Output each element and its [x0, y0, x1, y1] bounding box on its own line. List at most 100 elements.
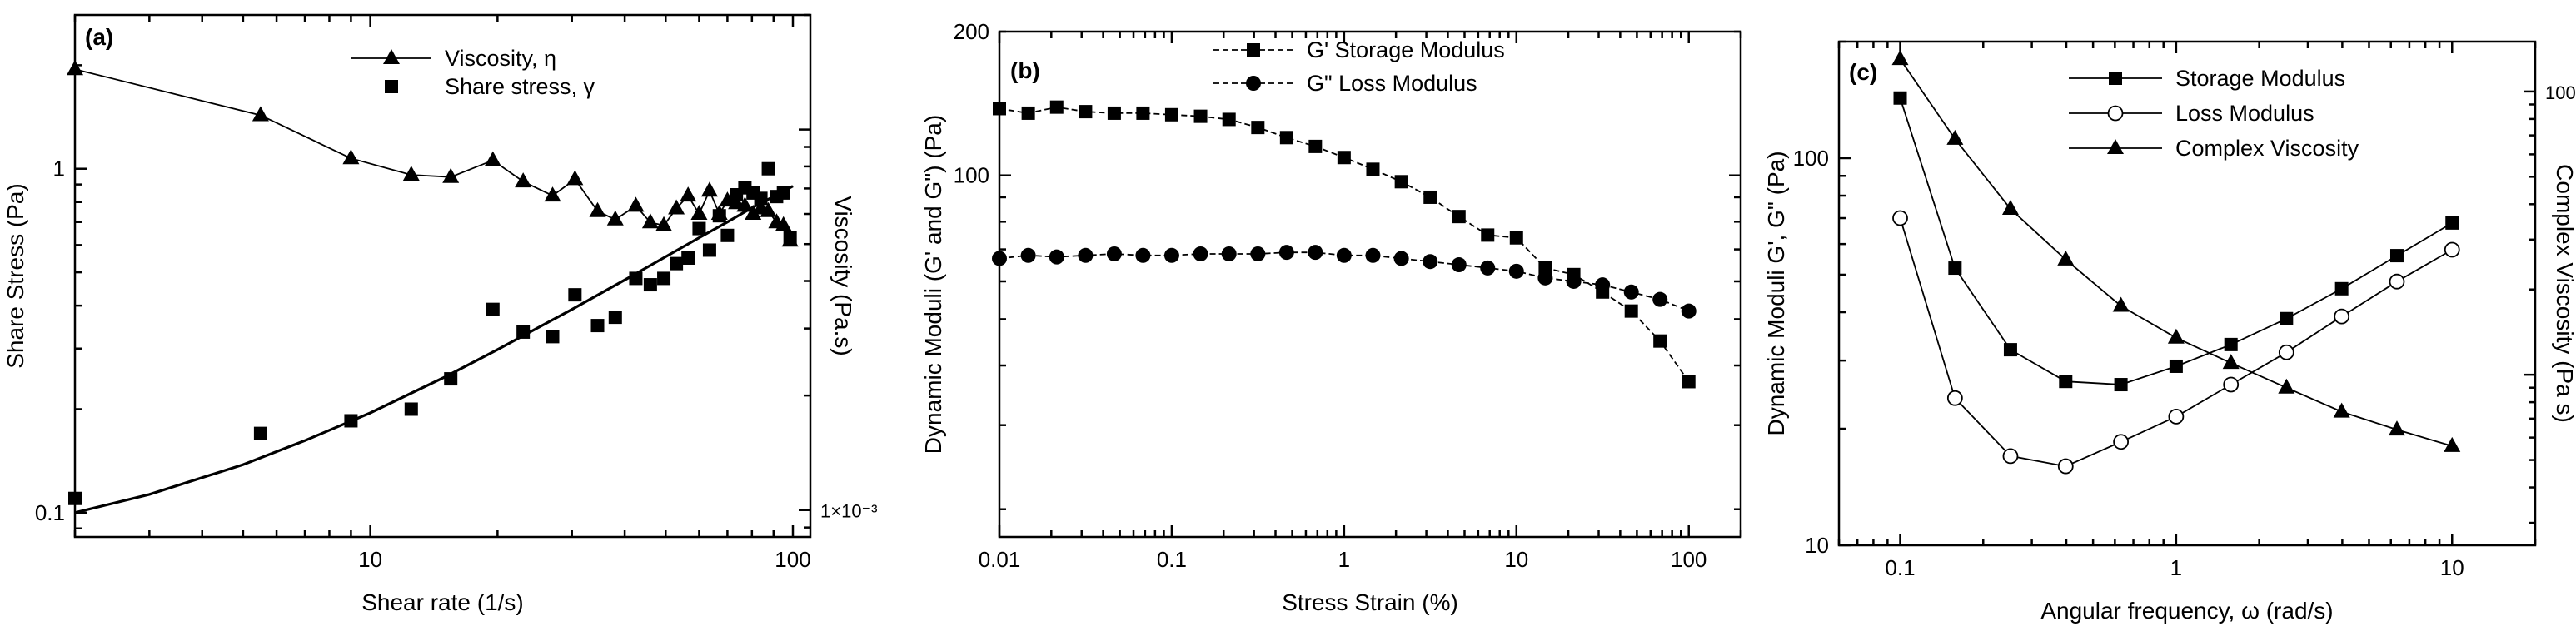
- data-point: [67, 60, 83, 76]
- data-point: [2057, 250, 2075, 266]
- data-point: [606, 210, 624, 226]
- x-tick-label: 1: [2170, 555, 2182, 580]
- y2-axis-label: Viscosity (Pa.s): [830, 196, 856, 355]
- data-point: [760, 201, 777, 217]
- y-tick-label: 0.1: [35, 500, 65, 525]
- data-point: [783, 231, 797, 245]
- y-axis-label: Dynamic Moduli G', G" (Pa): [1763, 151, 1789, 435]
- x-tick-label: 100: [775, 547, 810, 572]
- series-0: [1893, 91, 2459, 392]
- y-tick-label: 100: [1793, 146, 1829, 171]
- x-tick-label: 10: [2440, 555, 2464, 580]
- data-point: [680, 186, 697, 202]
- data-point: [2002, 448, 2019, 465]
- data-point: [515, 172, 532, 188]
- data-point: [1106, 246, 1122, 261]
- legend-label: Share stress, γ: [445, 74, 595, 99]
- data-point: [1136, 106, 1150, 120]
- data-point: [1624, 304, 1638, 318]
- data-point: [1049, 249, 1064, 265]
- data-point: [775, 216, 792, 231]
- data-point: [1020, 247, 1036, 263]
- data-point: [590, 319, 605, 333]
- data-point: [568, 288, 582, 302]
- x-axis-label: Stress Strain (%): [1282, 589, 1458, 615]
- data-point: [1193, 109, 1208, 123]
- legend-entry: Complex Viscosity: [2069, 136, 2359, 161]
- data-point: [1365, 247, 1381, 263]
- data-point: [1481, 228, 1495, 242]
- data-point: [1423, 190, 1437, 204]
- y-axis-label: Share Stress (Pa): [2, 183, 28, 369]
- data-point: [1135, 247, 1151, 263]
- data-point: [668, 199, 685, 215]
- data-point: [2389, 273, 2405, 290]
- y-tick-label: 10: [1805, 533, 1829, 558]
- data-point: [252, 106, 269, 122]
- data-point: [700, 181, 718, 197]
- legend-marker: [1247, 43, 1260, 57]
- y-axis-label: Dynamic Moduli (G' and G") (Pa): [920, 115, 946, 454]
- data-point: [1946, 129, 1964, 145]
- data-point: [1279, 131, 1293, 145]
- data-point: [761, 161, 775, 176]
- data-point: [1393, 251, 1409, 266]
- data-point: [1164, 107, 1178, 122]
- x-axis-label: Shear rate (1/s): [361, 589, 524, 615]
- data-point: [1336, 247, 1352, 263]
- data-point: [1221, 246, 1237, 261]
- data-point: [2278, 378, 2295, 394]
- series-0: [67, 60, 799, 247]
- data-point: [1193, 246, 1208, 261]
- data-point: [690, 205, 708, 221]
- data-point: [702, 243, 716, 257]
- x-tick-label: 10: [358, 547, 382, 572]
- data-point: [655, 216, 673, 231]
- data-point: [1079, 105, 1093, 119]
- data-point: [692, 221, 706, 236]
- data-point: [2444, 241, 2460, 258]
- data-point: [1682, 375, 1696, 389]
- data-point: [745, 205, 762, 221]
- legend-label: G" Loss Modulus: [1307, 71, 1477, 96]
- data-point: [1653, 334, 1667, 348]
- data-point: [1893, 91, 1907, 105]
- data-point: [544, 186, 561, 202]
- data-point: [2444, 436, 2461, 452]
- data-point: [2280, 311, 2294, 325]
- data-point: [1623, 284, 1639, 300]
- legend-entry: Storage Modulus: [2069, 66, 2345, 91]
- data-point: [2222, 354, 2240, 370]
- legend-label: Storage Modulus: [2175, 66, 2345, 91]
- data-point: [1652, 291, 1668, 307]
- data-point: [342, 149, 360, 165]
- data-point: [2388, 420, 2405, 436]
- data-point: [1892, 210, 1908, 226]
- data-point: [2167, 328, 2185, 344]
- data-point: [720, 228, 735, 242]
- data-point: [68, 491, 82, 505]
- data-point: [627, 196, 645, 212]
- series-2: [1891, 50, 2461, 452]
- x-tick-label: 0.1: [1885, 555, 1915, 580]
- data-point: [2059, 375, 2073, 389]
- data-point: [2334, 281, 2349, 296]
- x-tick-label: 0.01: [979, 547, 1021, 572]
- x-tick-label: 100: [1671, 547, 1707, 572]
- data-point: [1222, 112, 1236, 127]
- data-point: [484, 151, 501, 166]
- data-point: [681, 251, 695, 265]
- data-point: [2112, 296, 2130, 312]
- data-point: [1250, 246, 1266, 261]
- data-point: [2057, 458, 2074, 475]
- legend-label: Loss Modulus: [2175, 101, 2314, 126]
- data-point: [1452, 210, 1466, 224]
- data-point: [2334, 308, 2350, 325]
- data-point: [1107, 106, 1121, 120]
- data-point: [1946, 390, 1963, 406]
- y2-tick-label: 1×10⁻³: [820, 501, 878, 522]
- data-point: [1537, 270, 1553, 286]
- plot-frame: [1837, 40, 2537, 547]
- data-point: [2445, 216, 2459, 230]
- data-point: [2168, 409, 2185, 425]
